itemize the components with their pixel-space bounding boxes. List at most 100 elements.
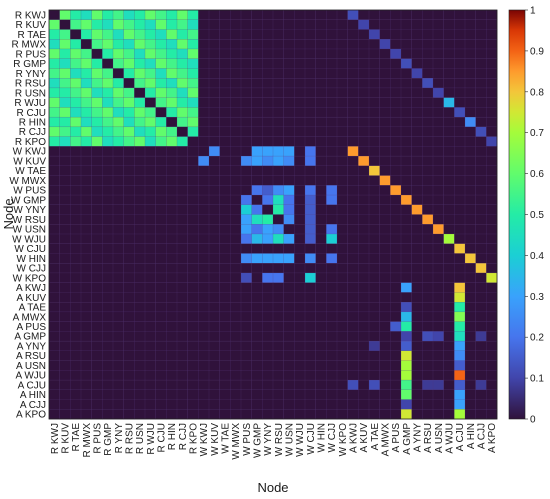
heatmap-cell [464,292,477,303]
colorbar-ticks: 00.10.20.30.40.50.60.70.80.91 [525,6,544,426]
heatmap-cell [198,311,210,322]
heatmap-cell [379,126,391,137]
heatmap-cell [251,272,263,284]
heatmap-cell [422,340,434,352]
heatmap-cell [91,136,103,147]
heatmap-cell [187,165,199,176]
heatmap-cell [304,224,317,235]
heatmap-cell [326,409,338,420]
heatmap-cell [283,58,295,69]
heatmap-cell [134,233,146,245]
heatmap-cell [304,97,317,108]
heatmap-cell [91,379,103,391]
heatmap-cell [390,233,402,245]
heatmap-cell [358,243,370,254]
heatmap-cell [70,68,82,79]
heatmap-cell [251,370,263,381]
heatmap-cell [358,399,370,410]
heatmap-cell [422,399,434,410]
heatmap-cell [219,370,231,381]
heatmap-cell [368,204,381,215]
heatmap-cell [326,48,338,60]
heatmap-cell [70,19,82,30]
heatmap-cell [358,311,370,322]
heatmap-cell [198,409,210,420]
heatmap-cell [230,301,242,313]
heatmap-cell [155,272,167,284]
heatmap-cell [336,253,349,264]
heatmap-cell [59,58,71,69]
heatmap-cell [123,29,135,40]
heatmap-cell [454,409,466,420]
heatmap-cell [187,136,199,147]
heatmap-cell [70,48,82,60]
heatmap-cell [379,155,391,167]
heatmap-cell [155,116,167,128]
heatmap-cell [379,263,391,274]
y-tick-label: A PUS [17,322,47,333]
heatmap-cell [347,214,359,225]
heatmap-cell [123,185,135,196]
heatmap-cell [70,39,82,50]
heatmap-cell [358,39,370,50]
heatmap-cell [294,155,306,167]
heatmap-cell [262,233,274,245]
heatmap-cell [454,292,466,303]
heatmap-cell [443,321,455,332]
heatmap-cell [326,116,338,128]
heatmap-cell [390,340,402,352]
heatmap-cell [144,214,157,225]
y-tick-label: A MWX [13,312,47,323]
heatmap-cell [400,321,413,332]
heatmap-cell [176,350,189,361]
heatmap-cell [326,263,338,274]
heatmap-cell [262,272,274,284]
heatmap-cell [486,272,498,284]
heatmap-cell [326,165,338,176]
heatmap-cell [240,155,253,167]
heatmap-cell [454,97,466,108]
heatmap-cell [358,214,370,225]
heatmap-cell [176,194,189,206]
heatmap-cell [134,155,146,167]
heatmap-cell [91,155,103,167]
heatmap-cell [422,409,434,420]
heatmap-cell [358,68,370,79]
heatmap-cell [336,97,349,108]
heatmap-cell [166,350,178,361]
heatmap-cell [272,9,285,21]
heatmap-cell [251,340,263,352]
y-tick-label: A YNY [17,341,47,352]
heatmap-cell [166,253,178,264]
heatmap-cell [283,29,295,40]
heatmap-cell [166,58,178,69]
heatmap-cell [102,146,114,157]
heatmap-cell [422,233,434,245]
heatmap-cell [464,126,477,137]
heatmap-cell [91,165,103,176]
heatmap-cell [155,399,167,410]
heatmap-cell [464,224,477,235]
heatmap-cell [198,194,210,206]
heatmap-cell [166,301,178,313]
heatmap-cell [187,233,199,245]
heatmap-cell [336,409,349,420]
heatmap-cell [400,136,413,147]
y-axis-label: Node [1,198,16,229]
heatmap-cell [464,185,477,196]
heatmap-cell [123,409,135,420]
heatmap-cell [475,29,487,40]
heatmap-cell [208,136,221,147]
heatmap-cell [134,243,146,254]
heatmap-cell [347,409,359,420]
heatmap-cell [368,116,381,128]
heatmap-cell [432,301,445,313]
heatmap-cell [198,29,210,40]
heatmap-cell [475,146,487,157]
heatmap-cell [187,126,199,137]
heatmap-cell [315,194,327,206]
heatmap-cell [294,185,306,196]
heatmap-cell [166,165,178,176]
heatmap-cell [464,409,477,420]
heatmap-cell [272,136,285,147]
